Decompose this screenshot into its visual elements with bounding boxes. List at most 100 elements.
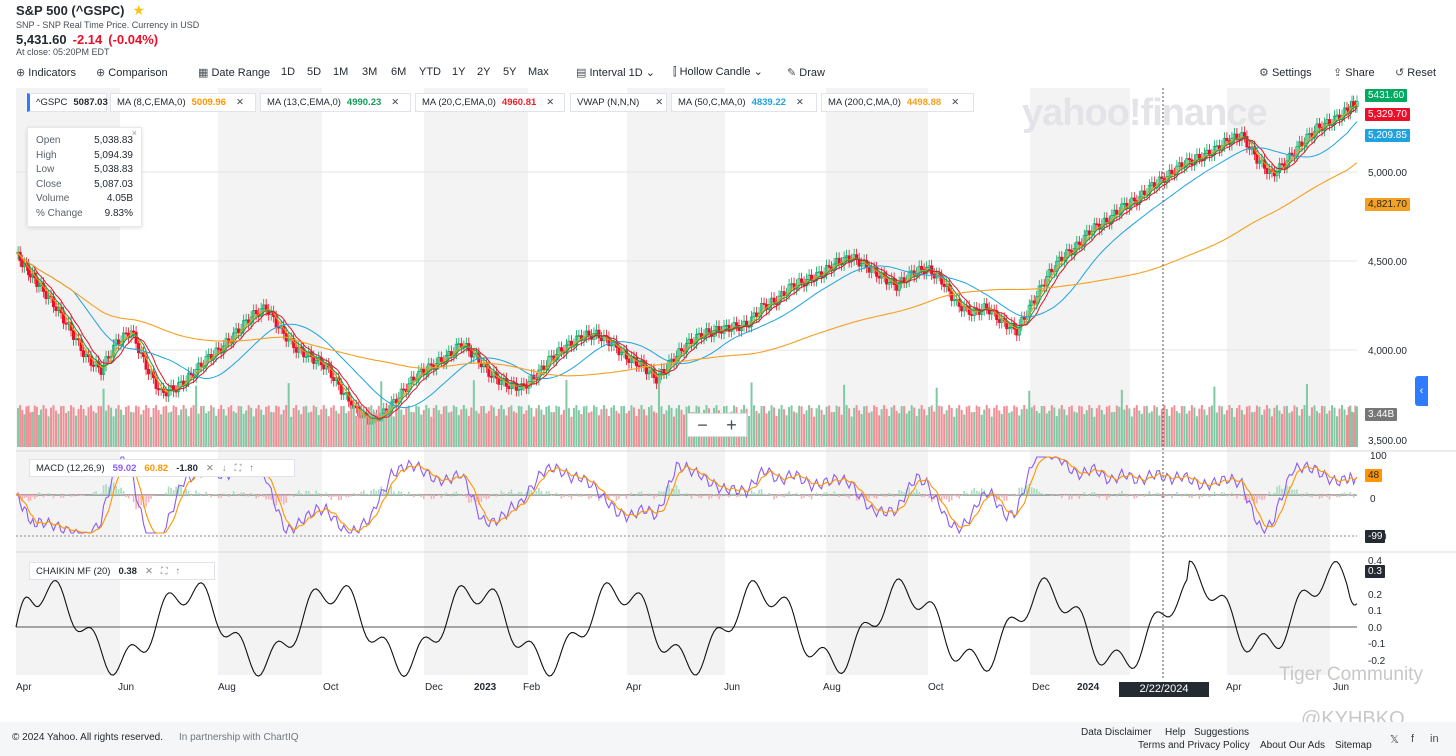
volume-bar xyxy=(953,416,956,447)
legend-chip[interactable]: MA (200,C,MA,0) 4498.88 ✕ xyxy=(821,93,974,112)
macd-hist-bar xyxy=(1126,495,1128,497)
close-icon[interactable]: ✕ xyxy=(205,462,214,474)
x-icon[interactable]: 𝕏 xyxy=(1390,734,1399,746)
indicators-button[interactable]: ⊕ Indicators xyxy=(16,66,76,79)
reset-button[interactable]: ↺ Reset xyxy=(1395,66,1436,79)
volume-bar xyxy=(495,415,498,447)
macd-hist-bar xyxy=(130,495,132,496)
close-icon[interactable]: ✕ xyxy=(235,97,244,108)
macd-hist-bar xyxy=(845,495,848,497)
macd-hist-bar xyxy=(1288,486,1291,495)
macd-hist-bar xyxy=(445,492,448,495)
macd-hist-bar xyxy=(523,494,525,495)
close-icon[interactable]: ✕ xyxy=(951,97,960,108)
share-icon: ⇪ xyxy=(1333,66,1343,79)
arrow-down-icon[interactable]: ↓ xyxy=(221,462,227,474)
range-3m[interactable]: 3M xyxy=(362,66,378,78)
share-button[interactable]: ⇪ Share xyxy=(1333,66,1375,79)
volume-bar xyxy=(680,409,683,447)
close-icon[interactable]: × xyxy=(131,128,137,138)
footer-link[interactable]: Suggestions xyxy=(1194,727,1250,738)
range-5d[interactable]: 5D xyxy=(307,66,322,78)
close-icon[interactable]: ✕ xyxy=(546,97,555,108)
expand-icon[interactable]: ⛶ xyxy=(160,565,168,577)
facebook-icon[interactable]: f xyxy=(1411,733,1415,745)
volume-bar xyxy=(512,411,515,447)
chevron-down-icon: ⌄ xyxy=(750,66,763,78)
volume-bar xyxy=(1178,413,1181,447)
candle-body xyxy=(224,338,228,347)
macd-hist-bar xyxy=(583,493,585,495)
close-icon[interactable]: ✕ xyxy=(144,565,153,577)
footer-link[interactable]: Sitemap xyxy=(1335,740,1372,751)
candle-body xyxy=(547,356,551,367)
range-6m[interactable]: 6M xyxy=(391,66,407,78)
macd-hist-bar xyxy=(468,495,470,503)
macd-hist-bar xyxy=(488,495,490,499)
volume-bar xyxy=(1030,407,1033,447)
range-max[interactable]: Max xyxy=(528,66,549,78)
range-ytd[interactable]: YTD xyxy=(419,66,441,78)
candle-body xyxy=(1265,167,1269,174)
partner-link[interactable]: In partnership with ChartIQ xyxy=(179,732,299,743)
candle-body xyxy=(1300,141,1304,146)
volume-bar xyxy=(1140,413,1143,447)
volume-bar xyxy=(675,408,678,447)
draw-button[interactable]: ✎ Draw xyxy=(787,66,825,79)
chart-type-button[interactable]: ⫿ Hollow Candle ⌄ xyxy=(673,65,763,79)
volume-bar xyxy=(552,412,555,447)
collapse-panel-button[interactable]: ‹ xyxy=(1415,376,1428,406)
close-icon[interactable]: ✕ xyxy=(795,97,804,108)
macd-hist-bar xyxy=(25,495,28,498)
candle-body xyxy=(717,326,721,333)
macd-legend: MACD (12,26,9) 59.02 60.82 -1.80 ✕ ↓ ⛶ ↑ xyxy=(29,459,295,477)
zoom-out-button[interactable]: − xyxy=(697,414,708,435)
range-1y[interactable]: 1Y xyxy=(452,66,466,78)
candle-body xyxy=(587,330,591,336)
footer-link[interactable]: About Our Ads xyxy=(1260,740,1326,751)
range-2y[interactable]: 2Y xyxy=(477,66,491,78)
arrow-up-icon[interactable]: ↑ xyxy=(175,565,181,577)
macd-hist-bar xyxy=(765,494,768,495)
macd-hist-bar xyxy=(70,495,72,497)
legend-chip[interactable]: VWAP (N,N,N) ✕ xyxy=(570,93,667,112)
macd-hist-bar xyxy=(600,495,603,499)
volume-bar xyxy=(262,414,265,447)
volume-bar xyxy=(1100,409,1103,447)
volume-bar xyxy=(1253,411,1256,447)
legend-chip[interactable]: ^GSPC 5087.03 xyxy=(27,93,108,112)
close-icon[interactable]: ✕ xyxy=(655,97,664,108)
linkedin-icon[interactable]: in xyxy=(1430,733,1439,745)
legend-value: 4498.88 xyxy=(906,97,942,108)
footer-link[interactable]: Help xyxy=(1165,727,1186,738)
candle-body xyxy=(1197,153,1201,159)
volume-bar xyxy=(510,405,513,447)
footer-link[interactable]: Data Disclaimer xyxy=(1081,727,1152,738)
range-5y[interactable]: 5Y xyxy=(503,66,517,78)
volume-bar xyxy=(1060,405,1063,447)
settings-label: Settings xyxy=(1271,66,1312,79)
legend-chip[interactable]: MA (50,C,MA,0) 4839.22 ✕ xyxy=(671,93,817,112)
macd-hist-bar xyxy=(1033,488,1036,495)
comparison-button[interactable]: ⊕ Comparison xyxy=(96,66,168,79)
volume-bar xyxy=(800,406,803,447)
macd-hist-bar xyxy=(100,493,102,495)
footer-link[interactable]: Terms and Privacy Policy xyxy=(1138,740,1250,751)
range-1d[interactable]: 1D xyxy=(281,66,296,78)
range-1m[interactable]: 1M xyxy=(333,66,349,78)
volume-bar xyxy=(1155,407,1158,447)
legend-chip[interactable]: MA (8,C,EMA,0) 5009.96 ✕ xyxy=(110,93,256,112)
volume-bar xyxy=(1143,406,1146,447)
star-icon[interactable]: ★ xyxy=(132,2,146,18)
macd-hist-bar xyxy=(955,495,958,497)
close-icon[interactable]: ✕ xyxy=(391,97,400,108)
legend-chip[interactable]: MA (13,C,EMA,0) 4990.23 ✕ xyxy=(260,93,411,112)
zoom-in-button[interactable]: + xyxy=(726,414,737,435)
settings-button[interactable]: ⚙ Settings xyxy=(1259,66,1312,79)
arrow-up-icon[interactable]: ↑ xyxy=(249,462,254,474)
interval-button[interactable]: ▤ Interval 1D ⌄ xyxy=(576,66,655,79)
legend-chip[interactable]: MA (20,C,EMA,0) 4960.81 ✕ xyxy=(415,93,565,112)
date-range-button[interactable]: ▦ Date Range xyxy=(198,66,270,79)
macd-hist-bar xyxy=(242,492,245,495)
expand-icon[interactable]: ⛶ xyxy=(234,462,242,474)
